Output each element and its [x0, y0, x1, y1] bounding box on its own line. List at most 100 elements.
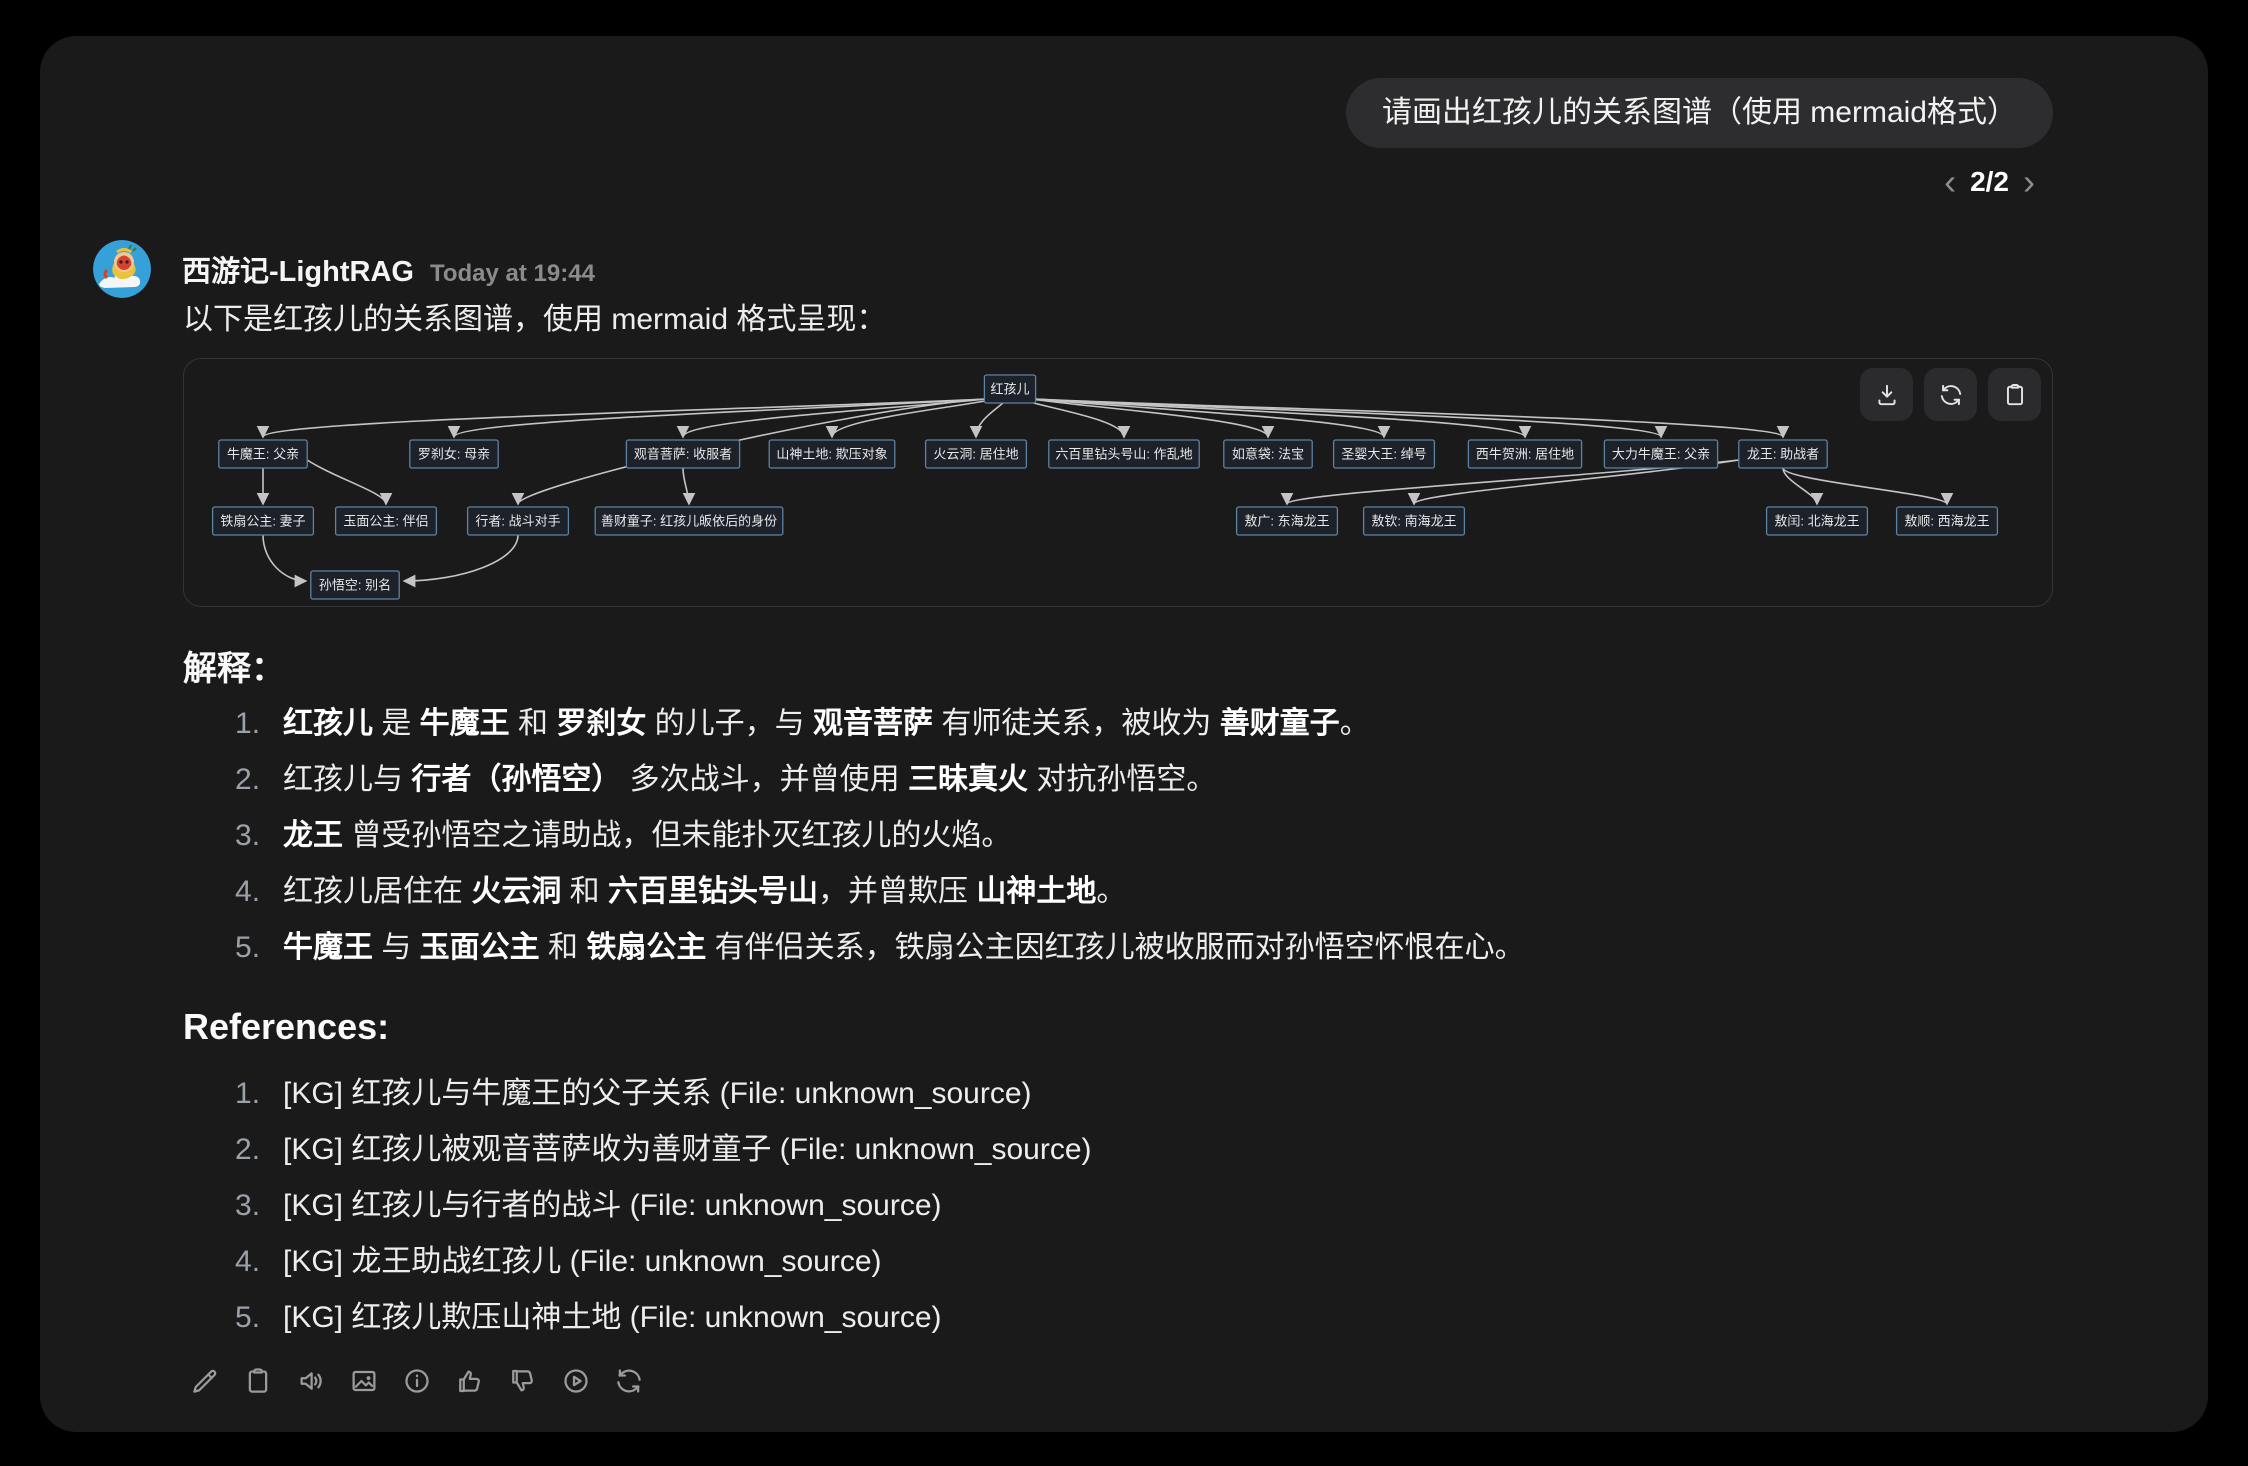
diagram-node: 敖广: 东海龙王 [1235, 506, 1339, 536]
mermaid-diagram-panel: 红孩儿 牛魔王: 父亲 罗刹女: 母亲 观音菩萨: 收服者 山神土地: 欺压对象… [183, 358, 2053, 607]
edit-button[interactable] [190, 1366, 220, 1396]
reference-item: [KG] 龙王助战红孩儿 (File: unknown_source) [235, 1240, 882, 1284]
edge-n3-m4 [682, 467, 696, 506]
sync-icon [1940, 384, 1961, 405]
svg-text:山神土地: 欺压对象: 山神土地: 欺压对象 [776, 447, 887, 462]
message-toolbar [190, 1366, 644, 1396]
svg-text:玉面公主: 伴侣: 玉面公主: 伴侣 [343, 514, 428, 529]
edge-m3-s1 [402, 534, 519, 588]
svg-text:圣婴大王: 绰号: 圣婴大王: 绰号 [1341, 447, 1426, 462]
play-icon [564, 1369, 588, 1393]
avatar [93, 240, 151, 298]
copy-button[interactable] [243, 1366, 273, 1396]
copy-icon [248, 1368, 268, 1393]
diagram-node: 罗刹女: 母亲 [409, 439, 499, 469]
explanation-list: 红孩儿 是 牛魔王 和 罗刹女 的儿子，与 观音菩萨 有师徒关系，被收为 善财童… [183, 702, 1525, 982]
diagram-node: 善财童子: 红孩儿皈依后的身份 [594, 506, 784, 536]
svg-text:如意袋: 法宝: 如意袋: 法宝 [1232, 447, 1304, 462]
edge-n1-m2 [306, 459, 393, 506]
dislike-button[interactable] [508, 1366, 538, 1396]
info-icon [405, 1369, 429, 1393]
svg-text:观音菩萨: 收服者: 观音菩萨: 收服者 [634, 447, 732, 462]
svg-text:罗刹女: 母亲: 罗刹女: 母亲 [418, 447, 490, 462]
svg-text:西牛贺洲: 居住地: 西牛贺洲: 居住地 [1476, 447, 1574, 462]
diagram-node: 牛魔王: 父亲 [218, 439, 308, 469]
clipboard-button[interactable] [1988, 368, 2041, 421]
svg-text:孙悟空: 别名: 孙悟空: 别名 [319, 578, 391, 593]
edge-m1-s1 [262, 534, 308, 588]
play-button[interactable] [561, 1366, 591, 1396]
diagram-node: 行者: 战斗对手 [466, 506, 570, 536]
edge-root-n11 [1033, 398, 1790, 439]
explanation-item: 红孩儿居住在 火云洞 和 六百里钻头号山，并曾欺压 山神土地。 [235, 870, 1127, 914]
diagram-node: 玉面公主: 伴侣 [334, 506, 438, 536]
regenerate-button[interactable] [614, 1366, 644, 1396]
message-header: 西游记-LightRAG Today at 19:44 [182, 248, 595, 290]
diagram-node: 大力牛魔王: 父亲 [1603, 439, 1719, 469]
reference-item: [KG] 红孩儿被观音菩萨收为善财童子 (File: unknown_sourc… [235, 1128, 1092, 1172]
diagram-node: 孙悟空: 别名 [310, 570, 400, 600]
diagram-toolbar [1860, 368, 2041, 421]
pager-count: 2/2 [1970, 166, 2009, 197]
speak-button[interactable] [296, 1366, 326, 1396]
chat-window: 请画出红孩儿的关系图谱（使用 mermaid格式） ‹ 2/2 › 西游记-Li… [40, 36, 2208, 1432]
edge-root-n2 [447, 398, 987, 439]
diagram-node: 红孩儿 [983, 374, 1037, 404]
info-button[interactable] [402, 1366, 432, 1396]
diagram-node: 龙王: 助战者 [1738, 439, 1828, 469]
dislike-icon [512, 1369, 533, 1392]
edge-root-n5 [969, 398, 1008, 439]
explanation-item: 红孩儿 是 牛魔王 和 罗刹女 的儿子，与 观音菩萨 有师徒关系，被收为 善财童… [235, 702, 1370, 746]
edit-icon [193, 1369, 217, 1393]
reference-item: [KG] 红孩儿欺压山神土地 (File: unknown_source) [235, 1296, 942, 1340]
relationship-graph: 红孩儿 牛魔王: 父亲 罗刹女: 母亲 观音菩萨: 收服者 山神土地: 欺压对象… [211, 374, 1999, 600]
diagram-node: 敖顺: 西海龙王 [1895, 506, 1999, 536]
pager-prev-icon[interactable]: ‹ [1944, 161, 1957, 202]
diagram-node: 如意袋: 法宝 [1223, 439, 1313, 469]
like-button[interactable] [455, 1366, 485, 1396]
diagram-node: 铁扇公主: 妻子 [211, 506, 315, 536]
diagram-node: 圣婴大王: 绰号 [1332, 439, 1436, 469]
sync-button[interactable] [1924, 368, 1977, 421]
svg-text:红孩儿: 红孩儿 [990, 382, 1029, 397]
edge-root-n9 [1033, 398, 1532, 439]
svg-text:善财童子: 红孩儿皈依后的身份: 善财童子: 红孩儿皈依后的身份 [601, 514, 777, 529]
edge-n11-m8 [1782, 467, 1954, 506]
references-list: [KG] 红孩儿与牛魔王的父子关系 (File: unknown_source)… [183, 1072, 1092, 1352]
reference-item: [KG] 红孩儿与行者的战斗 (File: unknown_source) [235, 1184, 942, 1228]
message-timestamp: Today at 19:44 [429, 260, 595, 287]
svg-text:牛魔王: 父亲: 牛魔王: 父亲 [227, 447, 299, 462]
references-heading: References: [183, 1006, 390, 1047]
svg-text:六百里钻头号山: 作乱地: 六百里钻头号山: 作乱地 [1055, 447, 1192, 462]
svg-text:敖闰: 北海龙王: 敖闰: 北海龙王 [1774, 514, 1859, 529]
image-button[interactable] [349, 1366, 379, 1396]
speak-icon [300, 1372, 322, 1390]
edge-root-n1 [256, 398, 987, 439]
explanation-item: 牛魔王 与 玉面公主 和 铁扇公主 有伴侣关系，铁扇公主因红孩儿被收服而对孙悟空… [235, 926, 1525, 970]
assistant-name: 西游记-LightRAG [182, 256, 414, 288]
svg-text:大力牛魔王: 父亲: 大力牛魔王: 父亲 [1612, 447, 1710, 462]
explanation-item: 龙王 曾受孙悟空之请助战，但未能扑灭红孩儿的火焰。 [235, 814, 1012, 858]
image-icon [352, 1370, 376, 1392]
download-button[interactable] [1860, 368, 1913, 421]
svg-text:敖钦: 南海龙王: 敖钦: 南海龙王 [1371, 514, 1456, 529]
diagram-node: 六百里钻头号山: 作乱地 [1048, 439, 1200, 469]
user-message-bubble: 请画出红孩儿的关系图谱（使用 mermaid格式） [1345, 78, 2053, 148]
explanation-heading: 解释： [183, 650, 285, 688]
svg-text:铁扇公主: 妻子: 铁扇公主: 妻子 [220, 514, 305, 529]
edge-root-m3 [511, 398, 987, 506]
download-icon [1877, 384, 1896, 405]
explanation-item: 红孩儿与 行者（孙悟空） 多次战斗，并曾使用 三昧真火 对抗孙悟空。 [235, 758, 1217, 802]
like-icon [459, 1370, 480, 1393]
clipboard-icon [2006, 383, 2023, 405]
edge-root-n4 [825, 398, 996, 439]
pager-next-icon[interactable]: › [2023, 161, 2035, 202]
diagram-node: 敖闰: 北海龙王 [1765, 506, 1869, 536]
diagram-node: 西牛贺洲: 居住地 [1467, 439, 1583, 469]
svg-text:行者: 战斗对手: 行者: 战斗对手 [475, 514, 560, 529]
intro-text: 以下是红孩儿的关系图谱，使用 mermaid 格式呈现： [183, 303, 887, 336]
svg-text:敖顺: 西海龙王: 敖顺: 西海龙王 [1904, 514, 1989, 529]
monkey-avatar-icon [93, 240, 151, 298]
edge-n11-m7 [1782, 467, 1824, 506]
edge-root-n8 [1033, 398, 1391, 439]
